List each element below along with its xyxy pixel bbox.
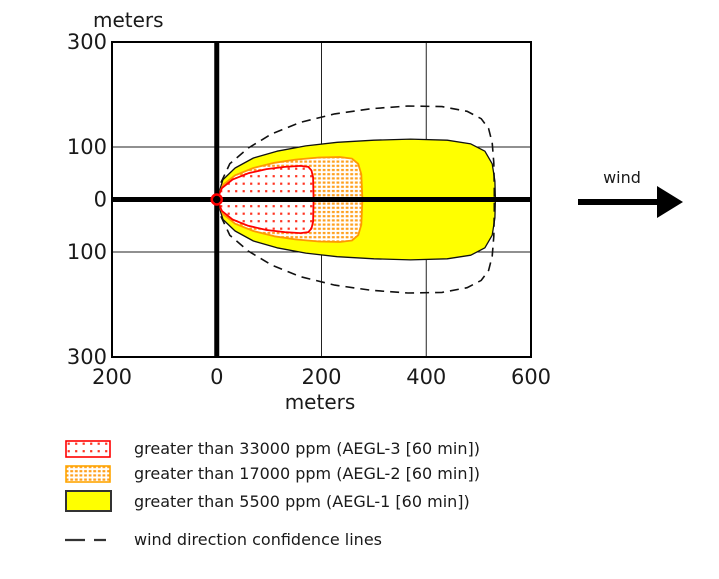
legend-label-aegl1: greater than 5500 ppm (AEGL-1 [60 min]) [134, 491, 470, 511]
legend-item-aegl3: greater than 33000 ppm (AEGL-3 [60 min]) [65, 439, 480, 458]
aegl2-swatch-icon [65, 464, 111, 483]
wind-annotation: wind [578, 168, 683, 218]
x-tick-label: 200 [92, 365, 132, 389]
legend-label-confidence: wind direction confidence lines [134, 530, 382, 549]
plot-border [111, 41, 532, 358]
x-tick-label: 400 [406, 365, 446, 389]
legend-item-aegl1: greater than 5500 ppm (AEGL-1 [60 min]) [65, 490, 470, 512]
y-tick-label: 100 [67, 240, 107, 264]
y-tick-label: 300 [67, 30, 107, 54]
legend-label-aegl3: greater than 33000 ppm (AEGL-3 [60 min]) [134, 439, 480, 458]
wind-label: wind [603, 168, 641, 187]
x-tick-label: 200 [301, 365, 341, 389]
legend-item-confidence: wind direction confidence lines [65, 530, 382, 549]
x-tick-label: 600 [511, 365, 551, 389]
legend-label-aegl2: greater than 17000 ppm (AEGL-2 [60 min]) [134, 464, 480, 483]
aegl1-swatch-icon [65, 490, 112, 512]
x-axis-unit-label: meters [285, 390, 356, 414]
y-tick-label: 300 [67, 345, 107, 369]
y-tick-label: 0 [94, 188, 107, 212]
confidence-line-swatch-icon [65, 538, 113, 541]
aegl3-swatch-icon [65, 439, 111, 458]
wind-arrow-icon [578, 186, 683, 218]
y-axis-unit-label: meters [93, 8, 164, 32]
y-tick-label: 100 [67, 135, 107, 159]
legend-item-aegl2: greater than 17000 ppm (AEGL-2 [60 min]) [65, 464, 480, 483]
x-tick-label: 0 [210, 365, 223, 389]
source-point-marker [210, 193, 223, 206]
